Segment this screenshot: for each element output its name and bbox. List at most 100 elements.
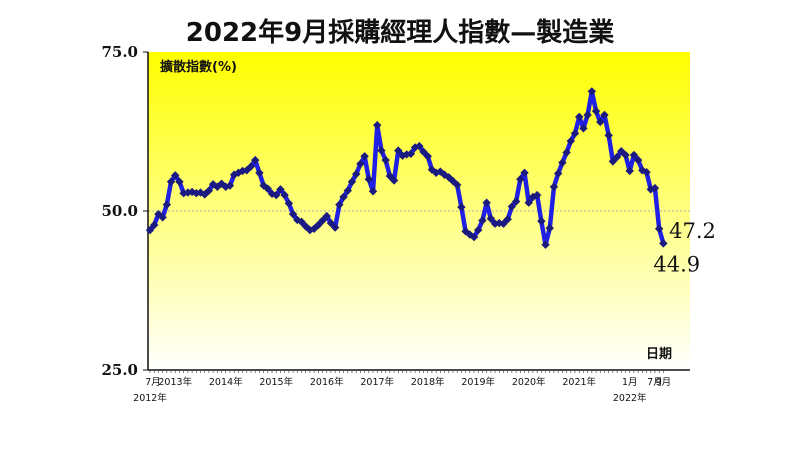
data-point bbox=[225, 181, 235, 190]
data-point bbox=[360, 152, 369, 161]
x-tick-label: 2017年 bbox=[360, 376, 394, 388]
data-point bbox=[343, 186, 352, 195]
data-point bbox=[642, 168, 651, 177]
x-tick-label: 2014年 bbox=[209, 376, 243, 388]
data-point bbox=[171, 171, 180, 180]
x-tick-label: 2013年 bbox=[158, 376, 192, 388]
data-point bbox=[575, 112, 584, 122]
data-point bbox=[183, 188, 193, 197]
data-point bbox=[600, 110, 609, 120]
data-point bbox=[549, 182, 559, 192]
data-point bbox=[381, 155, 390, 165]
data-point bbox=[650, 183, 660, 193]
data-point bbox=[482, 198, 491, 207]
x-tick-label: 2012年 bbox=[133, 392, 167, 404]
data-point bbox=[330, 223, 340, 232]
data-point bbox=[284, 199, 294, 208]
data-label: 44.9 bbox=[653, 252, 700, 276]
data-point bbox=[246, 162, 256, 171]
data-point bbox=[356, 159, 365, 169]
data-point bbox=[272, 190, 281, 200]
x-axis-title: 日期 bbox=[646, 347, 672, 362]
data-point bbox=[175, 177, 184, 186]
y-ticks: 25.0 50.0 75.0 bbox=[101, 43, 148, 379]
data-point bbox=[566, 136, 575, 146]
data-point bbox=[558, 158, 567, 167]
data-point bbox=[625, 166, 634, 176]
x-ticks: 7月 2012年 2013年 2014年 2015年 2016年 2017年 2018年 201… bbox=[133, 370, 671, 404]
data-point bbox=[297, 217, 306, 227]
data-point bbox=[633, 155, 643, 165]
data-point bbox=[608, 157, 618, 166]
data-point bbox=[499, 219, 508, 228]
data-point bbox=[385, 171, 395, 181]
data-point bbox=[389, 176, 399, 185]
data-point bbox=[612, 152, 622, 162]
data-point bbox=[520, 168, 529, 178]
data-point bbox=[621, 150, 630, 160]
data-point bbox=[259, 181, 268, 190]
data-point bbox=[368, 187, 378, 196]
data-point bbox=[579, 124, 588, 133]
data-point bbox=[326, 218, 336, 228]
x-tick-label: 7月 bbox=[647, 377, 663, 388]
data-point bbox=[419, 147, 428, 157]
data-point bbox=[654, 224, 664, 234]
plot-background bbox=[148, 52, 690, 370]
data-point bbox=[150, 220, 159, 230]
chart-title: 2022年9月採購經理人指數—製造業 bbox=[185, 18, 615, 48]
data-point bbox=[659, 239, 668, 248]
end-labels: 47.2 44.9 bbox=[653, 219, 716, 277]
x-tick-label: 2020年 bbox=[512, 376, 546, 388]
data-point bbox=[524, 198, 533, 207]
data-point bbox=[276, 185, 285, 194]
data-point bbox=[583, 110, 592, 120]
data-point bbox=[507, 202, 517, 211]
data-point bbox=[587, 87, 597, 96]
data-point bbox=[145, 225, 155, 235]
x-tick-label: 2022年 bbox=[613, 392, 647, 404]
data-point bbox=[402, 150, 411, 159]
data-point bbox=[347, 177, 357, 186]
data-point bbox=[204, 186, 214, 195]
data-point bbox=[486, 214, 496, 223]
data-point bbox=[162, 200, 172, 209]
data-point bbox=[288, 209, 298, 219]
data-point bbox=[604, 131, 613, 140]
x-tick-label: 2021年 bbox=[562, 376, 596, 388]
data-point bbox=[158, 213, 167, 222]
y-axis-title: 擴散指數(%) bbox=[160, 59, 237, 75]
data-point bbox=[596, 117, 605, 127]
y-tick-label: 75.0 bbox=[101, 43, 138, 61]
data-point bbox=[452, 180, 462, 190]
data-point bbox=[263, 184, 273, 193]
data-point bbox=[562, 148, 571, 157]
x-tick-label: 2015年 bbox=[259, 376, 293, 388]
series-markers bbox=[145, 87, 668, 249]
data-point bbox=[537, 216, 546, 226]
data-point bbox=[242, 166, 251, 175]
data-point bbox=[322, 211, 331, 221]
data-point bbox=[646, 185, 655, 194]
x-tick-label: 2019年 bbox=[461, 376, 495, 388]
data-point bbox=[474, 225, 483, 235]
data-point bbox=[280, 190, 289, 200]
data-point bbox=[516, 175, 525, 184]
data-point bbox=[478, 216, 487, 225]
data-point bbox=[351, 169, 361, 179]
data-point bbox=[213, 182, 222, 192]
data-point bbox=[196, 188, 205, 197]
data-point bbox=[314, 220, 323, 230]
data-point bbox=[364, 175, 374, 184]
x-tick-label: 7月 bbox=[145, 377, 161, 388]
x-tick-label: 1月 bbox=[622, 377, 638, 388]
y-tick-label: 50.0 bbox=[101, 202, 138, 220]
data-point bbox=[415, 141, 424, 151]
data-point bbox=[251, 155, 260, 165]
data-point bbox=[377, 146, 386, 155]
data-point bbox=[394, 146, 403, 155]
data-point bbox=[591, 106, 601, 116]
data-point bbox=[503, 215, 512, 224]
data-point bbox=[570, 129, 580, 138]
